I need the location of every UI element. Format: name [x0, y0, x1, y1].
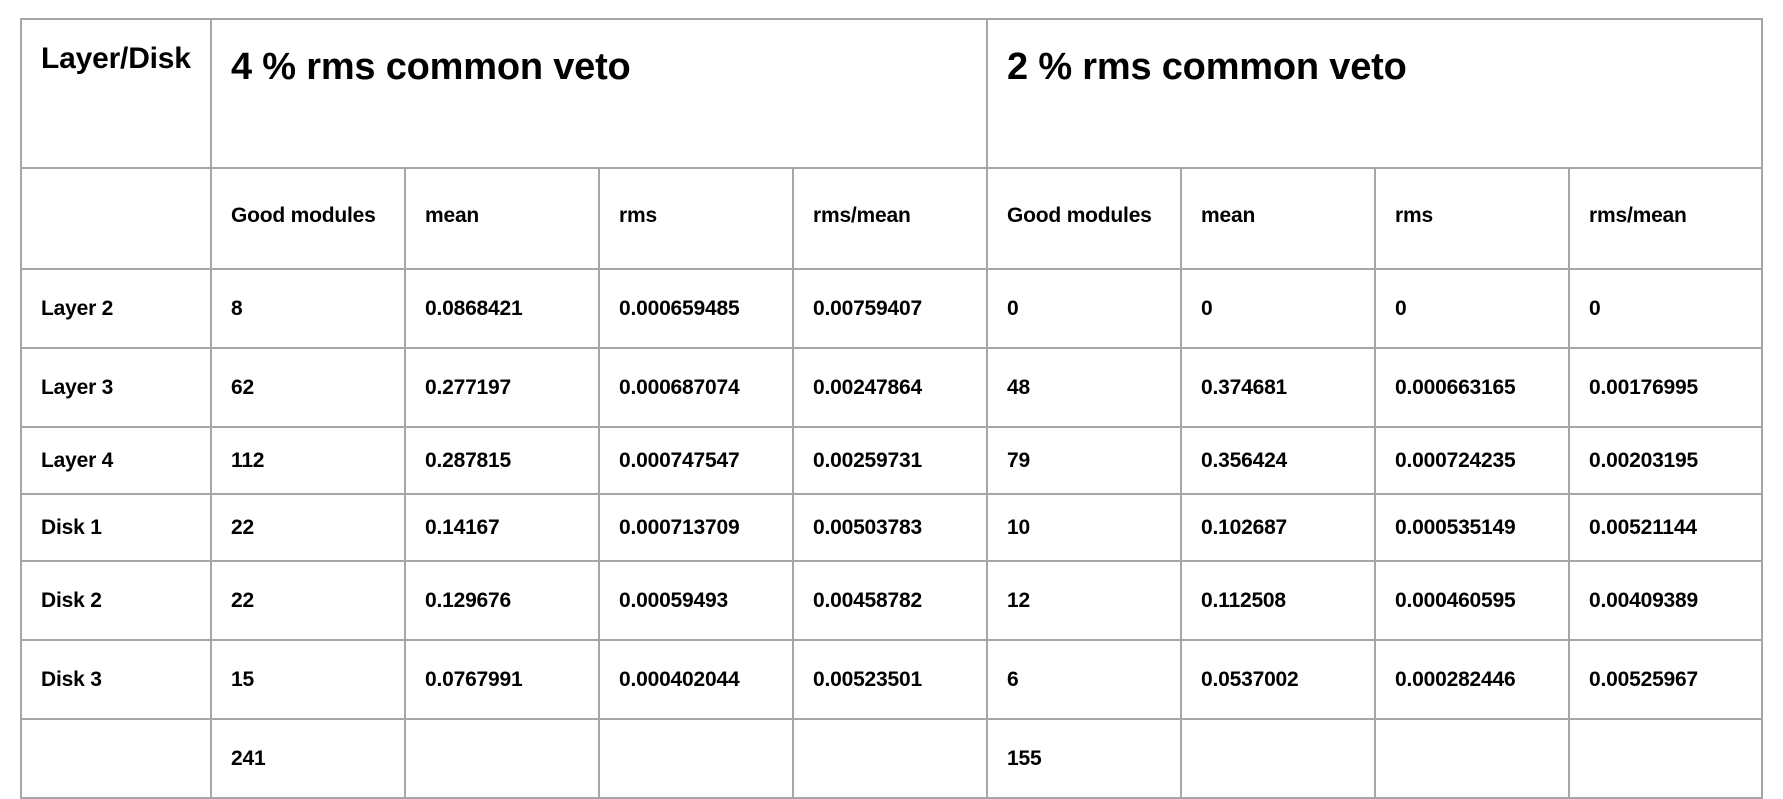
row-label: Disk 2 [20, 560, 212, 641]
table-cell: 0.0537002 [1180, 639, 1377, 720]
subheader-empty [20, 167, 212, 270]
table-row: Layer 3 62 0.277197 0.000687074 0.002478… [20, 347, 1764, 428]
table-cell: 0.00458782 [791, 560, 989, 641]
table-cell: 0.00203195 [1568, 426, 1764, 495]
table-cell [1374, 718, 1571, 799]
totals-row: 241 155 [20, 718, 1764, 799]
table-cell: 0.00523501 [791, 639, 989, 720]
table-cell: 0 [986, 268, 1183, 349]
table-subheader-row: Good modules mean rms rms/mean Good modu… [20, 167, 1764, 270]
table-cell: 0.287815 [404, 426, 600, 495]
table-header-row: Layer/Disk 4 % rms common veto 2 % rms c… [20, 18, 1764, 169]
table-cell: 0.000282446 [1374, 639, 1571, 720]
table-cell [791, 718, 989, 799]
table-cell [1180, 718, 1377, 799]
table-cell: 0.00176995 [1568, 347, 1764, 428]
table-cell: 22 [210, 560, 406, 641]
table-cell: 0.00409389 [1568, 560, 1764, 641]
table-row: Disk 2 22 0.129676 0.00059493 0.00458782… [20, 560, 1764, 641]
table-cell: 12 [986, 560, 1183, 641]
table-cell: 15 [210, 639, 406, 720]
subheader-good-modules: Good modules [210, 167, 406, 270]
table-cell: 0.277197 [404, 347, 600, 428]
table-row: Disk 3 15 0.0767991 0.000402044 0.005235… [20, 639, 1764, 720]
group-title-2pct: 2 % rms common veto [986, 18, 1764, 169]
table-cell: 0.00259731 [791, 426, 989, 495]
table-cell: 0.000460595 [1374, 560, 1571, 641]
totals-label [20, 718, 212, 799]
table-cell: 0.356424 [1180, 426, 1377, 495]
table-cell: 0.00521144 [1568, 493, 1764, 562]
subheader-rms-mean: rms/mean [791, 167, 989, 270]
table-cell: 0.0767991 [404, 639, 600, 720]
table-cell [404, 718, 600, 799]
table-cell: 0.14167 [404, 493, 600, 562]
table-cell: 0.00759407 [791, 268, 989, 349]
table-cell: 112 [210, 426, 406, 495]
table-cell: 0.00503783 [791, 493, 989, 562]
table-cell: 0.000402044 [598, 639, 794, 720]
table-cell: 0.000687074 [598, 347, 794, 428]
table-cell [1568, 718, 1764, 799]
table-cell: 10 [986, 493, 1183, 562]
veto-results-table: Layer/Disk 4 % rms common veto 2 % rms c… [20, 18, 1764, 799]
table-cell: 0.000724235 [1374, 426, 1571, 495]
table-cell: 0.000663165 [1374, 347, 1571, 428]
table-cell: 0 [1568, 268, 1764, 349]
subheader-rms: rms [1374, 167, 1571, 270]
row-label: Layer 4 [20, 426, 212, 495]
subheader-rms: rms [598, 167, 794, 270]
table-cell: 0.129676 [404, 560, 600, 641]
total-good-modules-4pct: 241 [210, 718, 406, 799]
table-cell: 0.102687 [1180, 493, 1377, 562]
row-label: Layer 3 [20, 347, 212, 428]
table-row: Layer 4 112 0.287815 0.000747547 0.00259… [20, 426, 1764, 495]
table-cell: 0 [1180, 268, 1377, 349]
table-cell: 0.00247864 [791, 347, 989, 428]
table-cell: 6 [986, 639, 1183, 720]
table-cell: 22 [210, 493, 406, 562]
table-cell: 48 [986, 347, 1183, 428]
corner-header: Layer/Disk [20, 18, 212, 169]
subheader-rms-mean: rms/mean [1568, 167, 1764, 270]
row-label: Disk 3 [20, 639, 212, 720]
total-good-modules-2pct: 155 [986, 718, 1183, 799]
table-cell: 0.112508 [1180, 560, 1377, 641]
table-cell: 8 [210, 268, 406, 349]
table-cell: 62 [210, 347, 406, 428]
table-cell: 0 [1374, 268, 1571, 349]
table-cell: 79 [986, 426, 1183, 495]
subheader-good-modules: Good modules [986, 167, 1183, 270]
table-cell: 0.374681 [1180, 347, 1377, 428]
table-cell: 0.00525967 [1568, 639, 1764, 720]
table-row: Disk 1 22 0.14167 0.000713709 0.00503783… [20, 493, 1764, 562]
subheader-mean: mean [1180, 167, 1377, 270]
group-title-4pct: 4 % rms common veto [209, 18, 989, 169]
table-cell: 0.0868421 [404, 268, 600, 349]
table-cell: 0.000535149 [1374, 493, 1571, 562]
table-cell [598, 718, 794, 799]
subheader-mean: mean [404, 167, 600, 270]
row-label: Disk 1 [20, 493, 212, 562]
table-cell: 0.000747547 [598, 426, 794, 495]
table-cell: 0.00059493 [598, 560, 794, 641]
row-label: Layer 2 [20, 268, 212, 349]
table-cell: 0.000713709 [598, 493, 794, 562]
table-cell: 0.000659485 [598, 268, 794, 349]
table-row: Layer 2 8 0.0868421 0.000659485 0.007594… [20, 268, 1764, 349]
